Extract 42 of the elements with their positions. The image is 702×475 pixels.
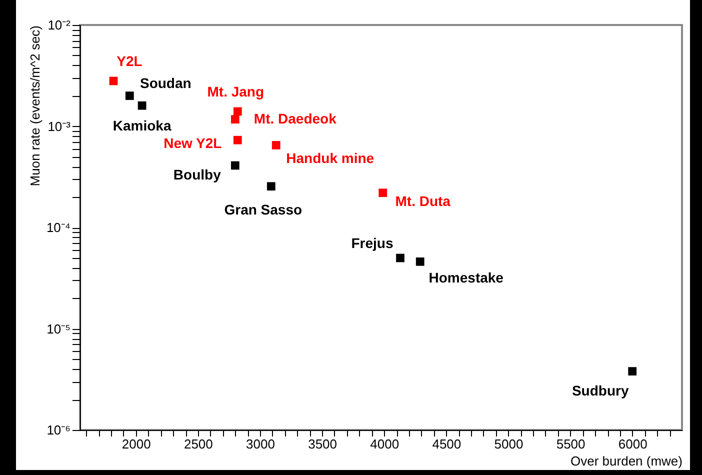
annotation: Mt. Jang <box>207 83 264 100</box>
y-axis-title: Muon rate (events/m^2 sec) <box>27 26 42 186</box>
y-tick-label: 10⁻⁵ <box>46 321 70 336</box>
annotation: Y2L <box>116 52 143 69</box>
x-tick-label: 6000 <box>618 436 648 452</box>
point <box>233 136 242 144</box>
annotation: Boulby <box>173 166 222 182</box>
y-tick-label: 10⁻² <box>48 18 72 32</box>
x-tick-label: 2000 <box>122 436 151 452</box>
x-tick-label: 5000 <box>494 436 524 452</box>
annotation: Homestake <box>428 270 504 286</box>
x-tick-label: 3000 <box>246 436 275 452</box>
x-tick-label: 2500 <box>184 436 213 452</box>
point <box>396 254 404 262</box>
y-tick-label: 10⁻³ <box>48 118 72 134</box>
annotation: Mt. Duta <box>395 192 451 209</box>
point <box>416 257 424 266</box>
point <box>233 107 242 116</box>
point <box>272 141 280 150</box>
x-tick-label: 5500 <box>556 436 586 452</box>
annotation: Frejus <box>351 234 394 251</box>
point <box>266 182 276 191</box>
annotation: Mt. Daedeok <box>254 110 337 126</box>
annotation: New Y2L <box>164 135 222 152</box>
y-tick-label: 10⁻⁴ <box>46 220 70 235</box>
point <box>378 188 388 198</box>
point <box>230 115 240 124</box>
point <box>138 101 146 110</box>
point <box>109 76 118 86</box>
x-tick-label: 3500 <box>308 436 337 452</box>
x-axis-title: Over burden (mwe) <box>570 454 682 468</box>
annotation: Soudan <box>140 74 192 91</box>
x-tick-label: 4000 <box>370 436 400 452</box>
annotation: Kamioka <box>112 118 172 134</box>
point <box>230 161 240 170</box>
y-tick-label: 10⁻⁶ <box>46 422 70 438</box>
point <box>125 92 134 100</box>
x-tick-label: 4500 <box>432 436 462 452</box>
annotation: Gran Sasso <box>224 201 302 218</box>
annotation: Sudbury <box>572 382 629 398</box>
point <box>628 367 637 376</box>
annotation: Handuk mine <box>286 150 374 166</box>
